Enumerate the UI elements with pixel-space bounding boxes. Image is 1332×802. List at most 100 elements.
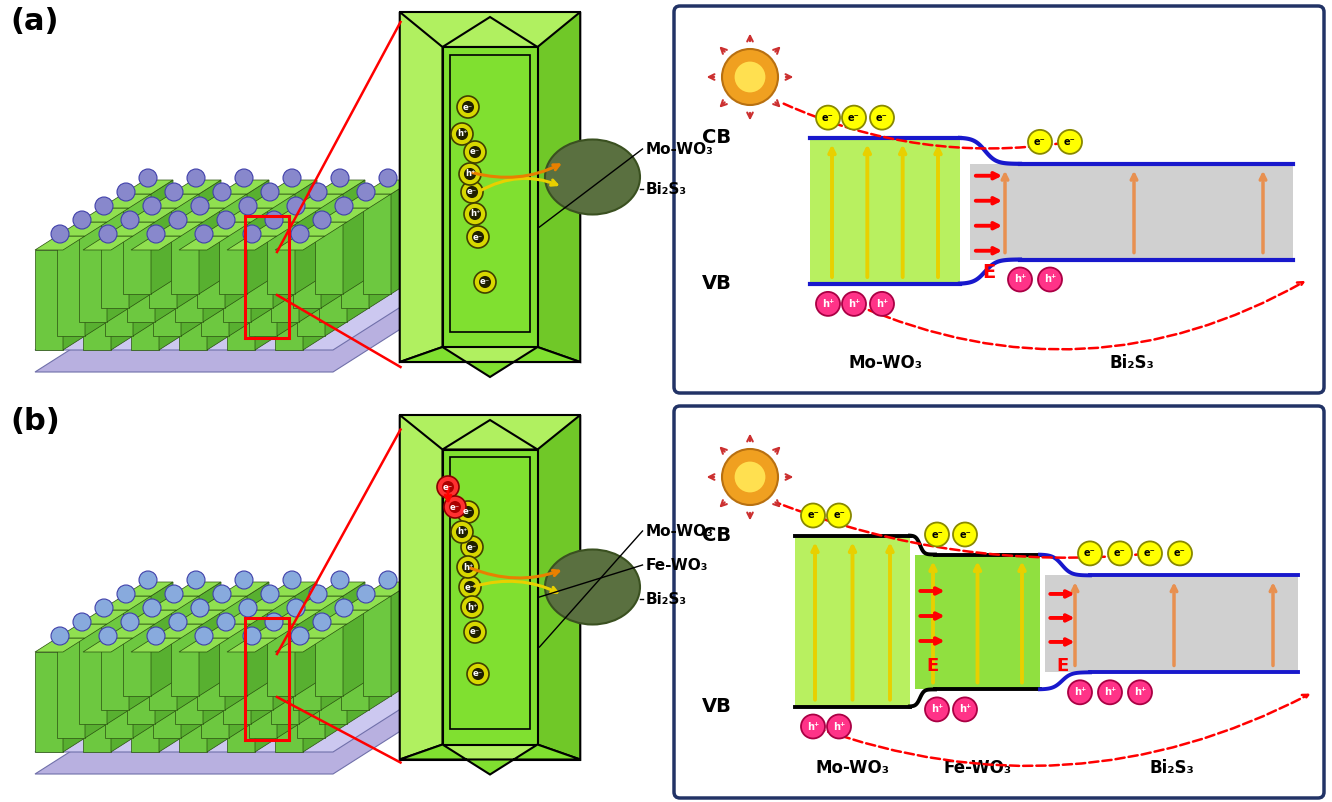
Circle shape <box>442 481 454 493</box>
Polygon shape <box>153 624 202 638</box>
Circle shape <box>1168 541 1192 565</box>
Polygon shape <box>266 582 317 596</box>
Polygon shape <box>123 596 151 696</box>
Bar <box>795 536 910 707</box>
Polygon shape <box>127 610 177 624</box>
Circle shape <box>468 663 489 685</box>
Polygon shape <box>318 610 369 624</box>
Polygon shape <box>318 208 369 222</box>
Polygon shape <box>222 222 250 322</box>
Circle shape <box>469 146 481 158</box>
Bar <box>245 216 289 338</box>
Text: e⁻: e⁻ <box>480 277 490 286</box>
Polygon shape <box>400 12 442 362</box>
Circle shape <box>464 621 486 643</box>
Polygon shape <box>153 236 181 336</box>
Polygon shape <box>127 624 155 724</box>
Polygon shape <box>178 250 206 350</box>
Polygon shape <box>297 222 348 236</box>
Polygon shape <box>149 596 198 610</box>
Polygon shape <box>153 222 202 236</box>
Polygon shape <box>35 638 85 652</box>
Circle shape <box>464 581 476 593</box>
Polygon shape <box>249 222 298 236</box>
Polygon shape <box>225 194 246 308</box>
Circle shape <box>452 123 473 145</box>
Polygon shape <box>293 208 321 308</box>
Circle shape <box>357 183 376 201</box>
Text: E: E <box>983 263 995 282</box>
Bar <box>245 618 289 740</box>
Text: VB: VB <box>702 697 731 716</box>
Polygon shape <box>273 194 294 308</box>
Polygon shape <box>538 12 581 362</box>
Polygon shape <box>178 236 229 250</box>
Polygon shape <box>57 624 107 638</box>
Circle shape <box>165 183 182 201</box>
Circle shape <box>469 626 481 638</box>
Circle shape <box>469 208 481 220</box>
Polygon shape <box>178 652 206 752</box>
Polygon shape <box>314 180 365 194</box>
Circle shape <box>480 276 492 288</box>
Polygon shape <box>364 194 392 294</box>
Circle shape <box>217 211 234 229</box>
Polygon shape <box>297 624 348 638</box>
Polygon shape <box>400 744 581 775</box>
Polygon shape <box>127 208 177 222</box>
Text: e⁻: e⁻ <box>468 542 477 552</box>
Polygon shape <box>442 47 538 347</box>
Text: e⁻: e⁻ <box>450 503 460 512</box>
Polygon shape <box>79 222 107 322</box>
Polygon shape <box>229 222 250 336</box>
Polygon shape <box>364 596 392 696</box>
Polygon shape <box>170 194 198 294</box>
Circle shape <box>1028 130 1052 154</box>
Circle shape <box>73 211 91 229</box>
Polygon shape <box>79 208 129 222</box>
Circle shape <box>952 698 976 722</box>
Polygon shape <box>341 596 392 610</box>
Polygon shape <box>131 652 159 752</box>
Circle shape <box>238 599 257 617</box>
Circle shape <box>336 197 353 215</box>
Polygon shape <box>254 638 277 752</box>
Circle shape <box>1058 130 1082 154</box>
Circle shape <box>472 668 484 680</box>
Circle shape <box>1098 680 1122 704</box>
Polygon shape <box>226 638 277 652</box>
Polygon shape <box>250 610 273 724</box>
Polygon shape <box>266 596 294 696</box>
Polygon shape <box>79 624 107 724</box>
Polygon shape <box>197 208 225 308</box>
Text: e⁻: e⁻ <box>1173 549 1185 558</box>
Text: h⁺: h⁺ <box>462 562 473 572</box>
Ellipse shape <box>545 140 639 214</box>
Polygon shape <box>254 236 277 350</box>
Polygon shape <box>202 208 225 322</box>
Polygon shape <box>302 236 325 350</box>
Circle shape <box>924 522 948 546</box>
Polygon shape <box>222 208 273 222</box>
Circle shape <box>1068 680 1092 704</box>
Polygon shape <box>149 208 177 308</box>
Polygon shape <box>297 236 325 336</box>
Polygon shape <box>197 596 246 610</box>
Circle shape <box>282 169 301 187</box>
Text: h⁺: h⁺ <box>470 209 481 218</box>
Polygon shape <box>79 610 129 624</box>
Polygon shape <box>270 208 321 222</box>
Circle shape <box>286 197 305 215</box>
Circle shape <box>437 476 460 498</box>
Polygon shape <box>392 582 413 696</box>
Polygon shape <box>85 222 107 336</box>
Polygon shape <box>177 596 198 710</box>
Circle shape <box>121 613 139 631</box>
Text: Mo-WO₃: Mo-WO₃ <box>646 141 714 156</box>
Polygon shape <box>151 582 173 696</box>
Circle shape <box>827 504 851 528</box>
Polygon shape <box>151 180 173 294</box>
Circle shape <box>261 585 278 603</box>
Polygon shape <box>159 236 181 350</box>
Circle shape <box>313 613 330 631</box>
